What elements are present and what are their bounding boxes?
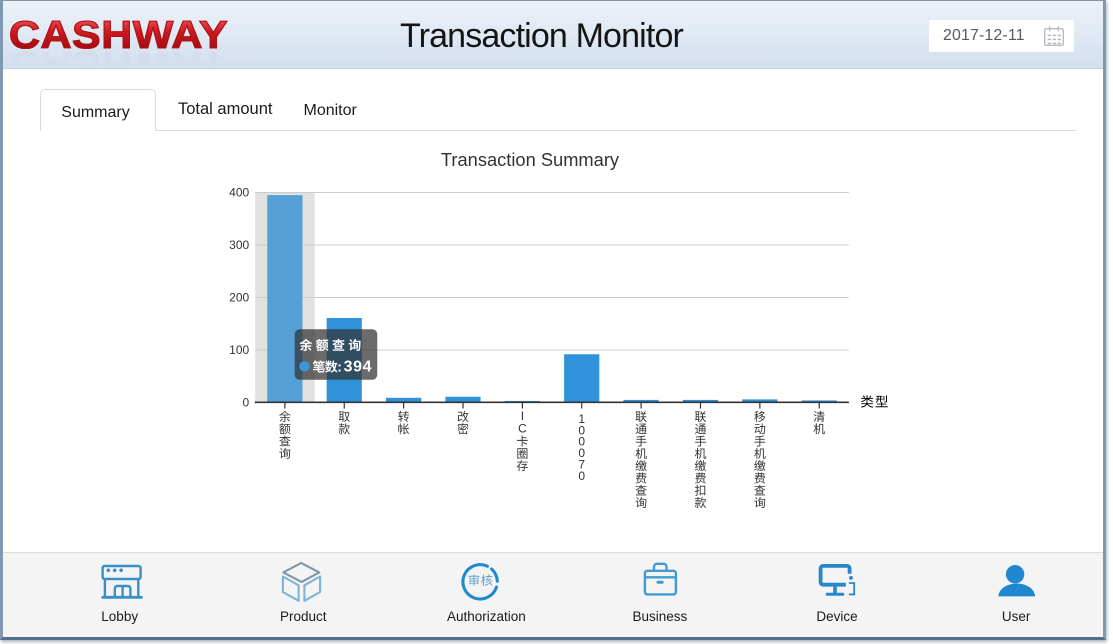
svg-text:0: 0 [243,396,250,410]
svg-text:0: 0 [578,446,585,460]
svg-text:300: 300 [229,238,249,252]
svg-text:0: 0 [578,469,585,483]
svg-text:200: 200 [229,291,249,305]
svg-text:I: I [521,409,524,423]
svg-text:100: 100 [229,343,249,357]
svg-text:394: 394 [344,358,373,375]
svg-text:400: 400 [229,186,249,200]
svg-text:C: C [518,421,527,435]
svg-text::: : [337,358,342,374]
svg-text:1: 1 [578,412,585,426]
svg-text:0: 0 [578,423,585,437]
svg-text:0: 0 [578,435,585,449]
svg-text:7: 7 [578,458,585,472]
